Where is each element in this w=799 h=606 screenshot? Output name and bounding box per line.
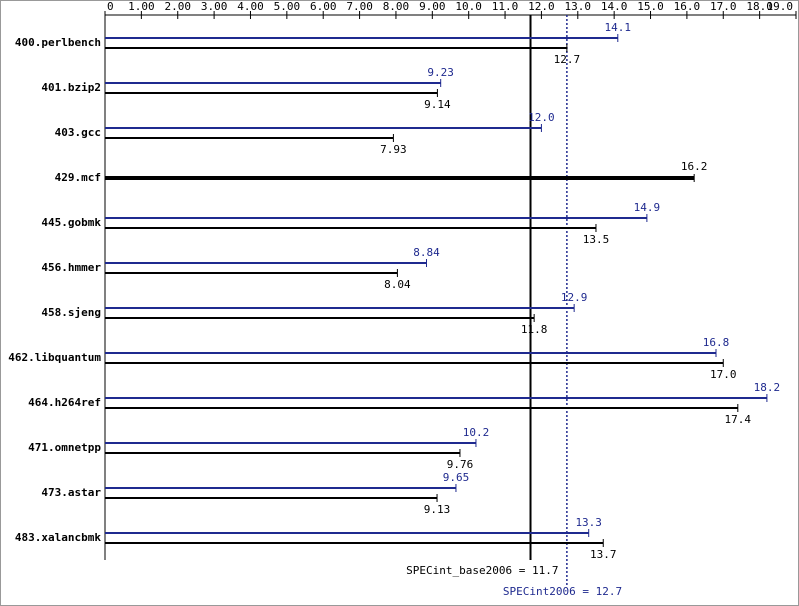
bar <box>105 37 618 39</box>
value-label: 7.93 <box>380 143 407 156</box>
x-tick-label: 10.0 <box>455 0 482 13</box>
value-label: 13.3 <box>575 516 602 529</box>
value-label: 8.84 <box>413 246 440 259</box>
category-label: 456.hmmer <box>41 261 101 274</box>
bar <box>105 137 394 139</box>
value-label: 9.23 <box>427 66 454 79</box>
x-tick-label: 6.00 <box>310 0 337 13</box>
bar <box>105 176 695 180</box>
value-label: 11.8 <box>521 323 548 336</box>
reference-label: SPECint2006 = 12.7 <box>503 585 622 598</box>
value-label: 13.7 <box>590 548 617 561</box>
category-label: 400.perlbench <box>15 36 101 49</box>
category-label: 458.sjeng <box>41 306 101 319</box>
x-tick-label: 13.0 <box>565 0 592 13</box>
bar <box>105 407 738 409</box>
bar <box>105 497 438 499</box>
x-tick-label: 1.00 <box>128 0 155 13</box>
x-tick-label: 3.00 <box>201 0 228 13</box>
bar <box>105 262 427 264</box>
category-label: 462.libquantum <box>8 351 101 364</box>
x-tick-label: 5.00 <box>274 0 301 13</box>
x-tick-label: 16.0 <box>674 0 701 13</box>
value-label: 9.13 <box>424 503 451 516</box>
bar <box>105 487 456 489</box>
value-label: 14.9 <box>634 201 661 214</box>
value-label: 16.2 <box>681 160 708 173</box>
category-label: 445.gobmk <box>41 216 101 229</box>
x-tick-label: 17.0 <box>710 0 737 13</box>
bar <box>105 272 398 274</box>
x-tick-label: 2.00 <box>164 0 191 13</box>
category-label: 464.h264ref <box>28 396 101 409</box>
x-tick-label: 11.0 <box>492 0 519 13</box>
reference-label: SPECint_base2006 = 11.7 <box>406 564 558 577</box>
value-label: 12.7 <box>554 53 581 66</box>
x-tick-label: 7.00 <box>346 0 373 13</box>
bar <box>105 362 724 364</box>
category-label: 473.astar <box>41 486 101 499</box>
bar <box>105 92 438 94</box>
bar <box>105 532 589 534</box>
bar <box>105 442 476 444</box>
x-tick-label: 8.00 <box>383 0 410 13</box>
category-label: 403.gcc <box>55 126 101 139</box>
value-label: 9.76 <box>447 458 474 471</box>
value-label: 13.5 <box>583 233 610 246</box>
bar <box>105 47 567 49</box>
x-tick-label: 19.0 <box>767 0 794 13</box>
value-label: 9.65 <box>443 471 470 484</box>
bar <box>105 397 767 399</box>
value-label: 12.9 <box>561 291 588 304</box>
category-label: 401.bzip2 <box>41 81 101 94</box>
value-label: 14.1 <box>605 21 632 34</box>
x-tick-label: 14.0 <box>601 0 628 13</box>
bar <box>105 217 647 219</box>
value-label: 8.04 <box>384 278 411 291</box>
x-tick-label: 0 <box>107 0 114 13</box>
bar <box>105 307 575 309</box>
bar <box>105 127 542 129</box>
x-tick-label: 4.00 <box>237 0 264 13</box>
bar <box>105 452 460 454</box>
value-label: 16.8 <box>703 336 730 349</box>
bar <box>105 82 441 84</box>
bar <box>105 317 535 319</box>
category-label: 471.omnetpp <box>28 441 101 454</box>
category-label: 429.mcf <box>55 171 101 184</box>
value-label: 9.14 <box>424 98 451 111</box>
bar <box>105 542 604 544</box>
value-label: 17.0 <box>710 368 737 381</box>
bar <box>105 352 716 354</box>
value-label: 10.2 <box>463 426 490 439</box>
value-label: 17.4 <box>725 413 752 426</box>
x-tick-label: 9.00 <box>419 0 446 13</box>
x-tick-label: 18.0 <box>746 0 773 13</box>
category-label: 483.xalancbmk <box>15 531 101 544</box>
bar <box>105 227 596 229</box>
x-tick-label: 12.0 <box>528 0 555 13</box>
x-tick-label: 15.0 <box>637 0 664 13</box>
value-label: 18.2 <box>754 381 781 394</box>
value-label: 12.0 <box>528 111 555 124</box>
